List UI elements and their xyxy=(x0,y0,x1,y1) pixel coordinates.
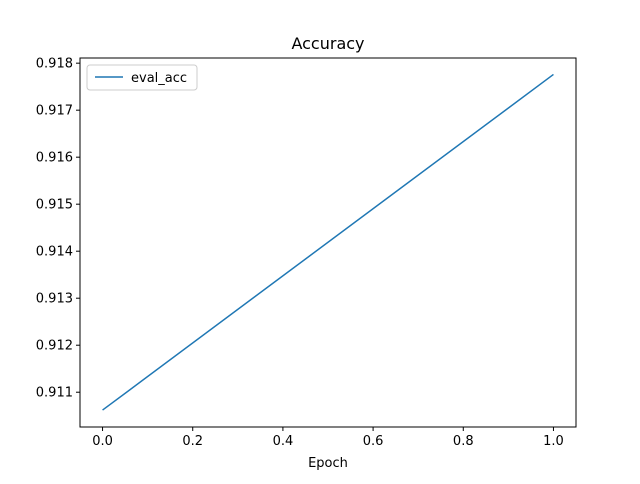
y-tick-label: 0.912 xyxy=(36,339,73,354)
x-tick-label: 0.2 xyxy=(182,434,203,449)
x-tick-label: 0.0 xyxy=(92,434,113,449)
y-tick-label: 0.914 xyxy=(36,245,73,260)
x-axis-ticks: 0.0 0.2 0.4 0.6 0.8 1.0 xyxy=(92,427,564,449)
y-tick-label: 0.918 xyxy=(36,57,73,72)
x-tick-label: 0.4 xyxy=(273,434,294,449)
chart-title: Accuracy xyxy=(291,34,364,53)
y-axis-ticks: 0.911 0.912 0.913 0.914 0.915 0.916 0.917 0.918 xyxy=(36,57,80,401)
y-tick-label: 0.917 xyxy=(36,104,73,119)
x-tick-label: 0.6 xyxy=(363,434,384,449)
y-tick-label: 0.911 xyxy=(36,386,73,401)
y-tick-label: 0.915 xyxy=(36,198,73,213)
legend: eval_acc xyxy=(86,64,198,91)
y-tick-label: 0.916 xyxy=(36,151,73,166)
legend-box xyxy=(86,64,198,91)
x-axis-label: Epoch xyxy=(308,456,348,471)
series-line-eval-acc xyxy=(102,73,554,411)
x-tick-label: 0.8 xyxy=(453,434,474,449)
axes-frame xyxy=(79,57,577,428)
plot-area xyxy=(102,73,554,411)
x-tick-label: 1.0 xyxy=(543,434,564,449)
legend-label-eval-acc: eval_acc xyxy=(131,71,187,86)
y-tick-label: 0.913 xyxy=(36,292,73,307)
